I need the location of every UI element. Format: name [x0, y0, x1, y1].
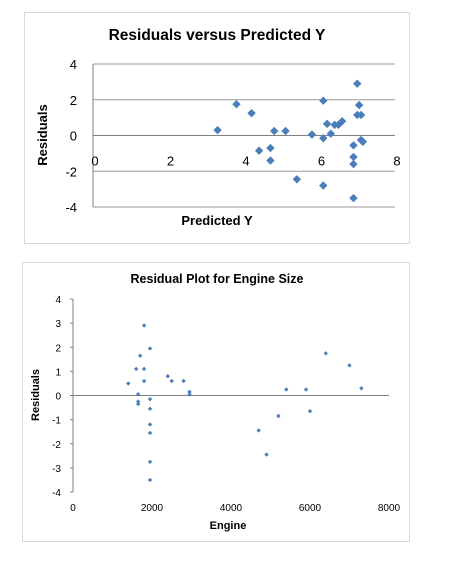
data-point	[147, 459, 153, 465]
data-point	[284, 387, 289, 392]
chart-residual-engine-size-svg: Residual Plot for Engine Size Engine Res…	[30, 272, 401, 532]
data-point	[319, 181, 328, 190]
data-point	[353, 79, 362, 88]
data-point	[307, 130, 317, 139]
x-tick-label: 2	[167, 154, 174, 169]
data-point	[147, 477, 153, 483]
data-point	[135, 399, 141, 404]
data-point	[359, 386, 364, 391]
data-point	[147, 422, 153, 427]
data-point	[319, 96, 328, 105]
data-point	[266, 143, 275, 153]
x-tick-label: 8000	[378, 503, 401, 514]
y-tick-label: 0	[70, 129, 77, 144]
data-point	[276, 413, 281, 419]
data-point	[356, 110, 366, 120]
y-tick-label: -1	[52, 416, 61, 427]
data-point	[213, 125, 222, 135]
x-tick-label: 4	[242, 154, 249, 169]
y-tick-label: -2	[52, 440, 61, 451]
data-point	[266, 156, 275, 165]
chart-residuals-vs-predicted: Residuals versus Predicted Y Predicted Y…	[24, 12, 410, 244]
y-tick-label: 0	[55, 392, 61, 403]
data-point	[292, 175, 302, 184]
data-point	[247, 108, 256, 118]
y-axis-title: Residuals	[35, 104, 50, 165]
data-point	[358, 137, 368, 146]
data-point	[307, 408, 313, 414]
data-point	[141, 366, 147, 372]
x-tick-label: 2000	[141, 503, 164, 514]
data-point	[141, 323, 147, 328]
data-point	[322, 119, 332, 129]
data-point	[349, 159, 358, 169]
data-point	[264, 452, 269, 457]
data-point	[141, 378, 147, 384]
data-point	[319, 133, 328, 143]
data-point	[187, 389, 192, 395]
x-tick-label: 6	[318, 154, 325, 169]
x-tick-label: 8	[393, 154, 400, 169]
data-point	[326, 129, 336, 138]
y-tick-label: 1	[55, 367, 61, 378]
data-point	[134, 366, 139, 372]
data-point	[147, 430, 153, 436]
y-tick-label: 2	[70, 93, 77, 108]
y-tick-label: -2	[65, 164, 77, 179]
data-point	[337, 117, 347, 126]
data-point	[135, 401, 141, 407]
y-tick-label: -4	[52, 488, 61, 499]
data-point	[281, 126, 290, 136]
y-axis-title: Residuals	[30, 369, 42, 421]
data-point	[349, 152, 358, 162]
y-tick-label: 4	[70, 57, 77, 72]
y-tick-label: -3	[52, 464, 61, 475]
data-point	[354, 100, 364, 110]
y-tick-label: 2	[55, 343, 61, 354]
y-tick-label: -4	[65, 200, 77, 215]
data-point	[349, 141, 358, 150]
x-axis-title: Engine	[210, 520, 247, 532]
data-point	[165, 374, 170, 379]
data-point	[270, 126, 279, 136]
data-point	[303, 387, 309, 392]
plot-area: 4 2 0 -2 -4 0 2 4 6 8	[65, 57, 400, 215]
chart-title: Residuals versus Predicted Y	[109, 27, 326, 44]
data-point	[126, 381, 131, 386]
data-point	[187, 392, 192, 397]
data-point	[254, 146, 264, 155]
chart-residuals-vs-predicted-svg: Residuals versus Predicted Y Predicted Y…	[35, 27, 401, 228]
chart-residual-engine-size: Residual Plot for Engine Size Engine Res…	[22, 262, 410, 542]
chart-title: Residual Plot for Engine Size	[131, 272, 304, 286]
data-point	[147, 346, 153, 351]
data-point	[323, 351, 328, 356]
data-point	[135, 392, 141, 397]
data-point	[147, 406, 153, 411]
data-point	[147, 396, 153, 402]
data-point	[232, 100, 241, 109]
data-point	[169, 378, 174, 384]
y-tick-label: 3	[55, 319, 61, 330]
x-tick-label: 0	[91, 154, 98, 169]
x-tick-label: 0	[70, 503, 76, 514]
x-tick-label: 4000	[220, 503, 243, 514]
x-tick-label: 6000	[299, 503, 322, 514]
data-point	[347, 363, 352, 368]
data-point	[181, 378, 186, 384]
data-point	[256, 428, 261, 433]
y-tick-label: 4	[55, 295, 61, 306]
x-axis-title: Predicted Y	[181, 213, 253, 228]
data-point	[137, 353, 143, 358]
plot-area: 4 3 2 1 0 -1 -2 -3 -4 0 2000 4000 6000 8000	[52, 295, 400, 514]
data-point	[349, 193, 358, 203]
